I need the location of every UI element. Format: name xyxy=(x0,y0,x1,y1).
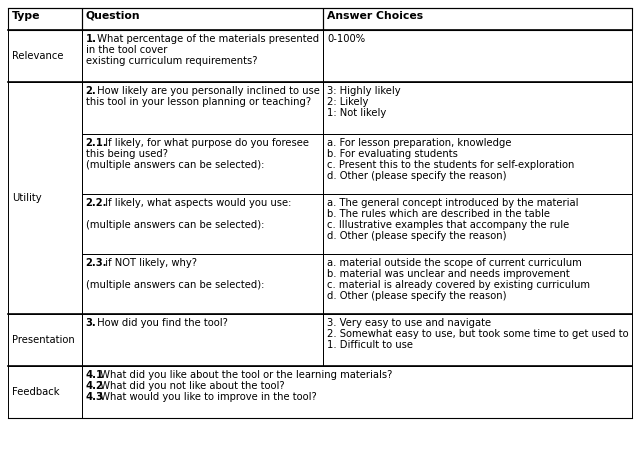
Bar xyxy=(323,134,632,194)
Text: If likely, for what purpose do you foresee: If likely, for what purpose do you fores… xyxy=(102,138,308,148)
Text: If likely, what aspects would you use:: If likely, what aspects would you use: xyxy=(102,198,291,208)
Text: (multiple answers can be selected):: (multiple answers can be selected): xyxy=(86,220,264,230)
Text: d. Other (please specify the reason): d. Other (please specify the reason) xyxy=(327,292,507,301)
Text: How likely are you personally inclined to use: How likely are you personally inclined t… xyxy=(93,86,319,96)
Text: if NOT likely, why?: if NOT likely, why? xyxy=(102,258,196,268)
Bar xyxy=(82,82,323,134)
Text: this being used?: this being used? xyxy=(86,149,168,159)
Bar xyxy=(82,366,632,418)
Text: d. Other (please specify the reason): d. Other (please specify the reason) xyxy=(327,232,507,242)
Text: d. Other (please specify the reason): d. Other (please specify the reason) xyxy=(327,171,507,181)
Text: b. For evaluating students: b. For evaluating students xyxy=(327,149,458,159)
Text: 4.1: 4.1 xyxy=(86,370,104,380)
Bar xyxy=(8,366,82,418)
Text: How did you find the tool?: How did you find the tool? xyxy=(93,318,228,328)
Text: a. The general concept introduced by the material: a. The general concept introduced by the… xyxy=(327,198,579,208)
Text: 3: Highly likely: 3: Highly likely xyxy=(327,86,401,96)
Text: this tool in your lesson planning or teaching?: this tool in your lesson planning or tea… xyxy=(86,97,311,107)
Text: What did you like about the tool or the learning materials?: What did you like about the tool or the … xyxy=(97,370,392,380)
Text: a. For lesson preparation, knowledge: a. For lesson preparation, knowledge xyxy=(327,138,511,148)
Text: (multiple answers can be selected):: (multiple answers can be selected): xyxy=(86,160,264,170)
Text: What percentage of the materials presented: What percentage of the materials present… xyxy=(93,34,319,44)
Text: 1.: 1. xyxy=(86,34,97,44)
Bar xyxy=(323,194,632,254)
Text: Answer Choices: Answer Choices xyxy=(327,11,423,21)
Text: 2. Somewhat easy to use, but took some time to get used to: 2. Somewhat easy to use, but took some t… xyxy=(327,329,628,339)
Text: 1. Difficult to use: 1. Difficult to use xyxy=(327,340,413,350)
Text: Question: Question xyxy=(86,11,140,21)
Text: Relevance: Relevance xyxy=(12,51,63,61)
Text: Type: Type xyxy=(12,11,40,21)
Text: Feedback: Feedback xyxy=(12,387,60,397)
Text: in the tool cover: in the tool cover xyxy=(86,45,167,55)
Text: 1: Not likely: 1: Not likely xyxy=(327,108,387,119)
Bar xyxy=(82,8,323,30)
Text: Presentation: Presentation xyxy=(12,335,75,345)
Bar xyxy=(323,314,632,366)
Text: c. material is already covered by existing curriculum: c. material is already covered by existi… xyxy=(327,280,590,290)
Text: 2.: 2. xyxy=(86,86,97,96)
Text: existing curriculum requirements?: existing curriculum requirements? xyxy=(86,56,257,66)
Bar xyxy=(8,30,82,82)
Text: c. Illustrative examples that accompany the rule: c. Illustrative examples that accompany … xyxy=(327,220,570,230)
Text: b. material was unclear and needs improvement: b. material was unclear and needs improv… xyxy=(327,269,570,279)
Bar xyxy=(82,30,323,82)
Bar xyxy=(82,134,323,194)
Text: 3. Very easy to use and navigate: 3. Very easy to use and navigate xyxy=(327,318,492,328)
Text: (multiple answers can be selected):: (multiple answers can be selected): xyxy=(86,280,264,290)
Text: a. material outside the scope of current curriculum: a. material outside the scope of current… xyxy=(327,258,582,268)
Bar xyxy=(82,194,323,254)
Text: c. Present this to the students for self-exploration: c. Present this to the students for self… xyxy=(327,160,575,170)
Text: 3.: 3. xyxy=(86,318,97,328)
Bar xyxy=(82,314,323,366)
Bar xyxy=(8,82,82,314)
Bar xyxy=(323,254,632,314)
Bar xyxy=(8,8,82,30)
Text: b. The rules which are described in the table: b. The rules which are described in the … xyxy=(327,209,550,219)
Text: 4.2: 4.2 xyxy=(86,381,104,391)
Text: 0-100%: 0-100% xyxy=(327,34,365,44)
Bar xyxy=(8,314,82,366)
Text: 2.1.: 2.1. xyxy=(86,138,108,148)
Text: What would you like to improve in the tool?: What would you like to improve in the to… xyxy=(97,392,317,402)
Text: 2.3.: 2.3. xyxy=(86,258,107,268)
Bar xyxy=(323,30,632,82)
Bar xyxy=(323,82,632,134)
Bar xyxy=(323,8,632,30)
Text: 4.3: 4.3 xyxy=(86,392,104,402)
Text: 2: Likely: 2: Likely xyxy=(327,97,369,107)
Bar xyxy=(82,254,323,314)
Text: Utility: Utility xyxy=(12,193,42,203)
Text: What did you not like about the tool?: What did you not like about the tool? xyxy=(97,381,285,391)
Text: 2.2.: 2.2. xyxy=(86,198,107,208)
